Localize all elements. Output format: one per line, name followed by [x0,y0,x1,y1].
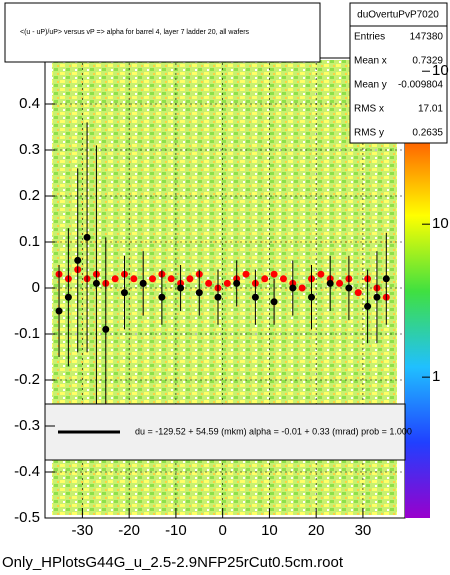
y-tick-label: -0.1 [14,325,40,342]
data-point [149,275,157,283]
data-point [167,275,175,283]
data-point [279,275,287,283]
stats-label: RMS y [354,128,384,139]
fit-label: du = -129.52 + 54.59 (mkm) alpha = -0.01… [135,426,412,436]
data-point [223,279,231,287]
data-point [364,302,372,310]
data-point [270,270,278,278]
data-point [373,293,381,301]
stats-label: Mean y [354,80,387,91]
data-point [74,256,82,264]
y-tick-label: -0.2 [14,371,40,388]
data-point [64,293,72,301]
data-point [111,275,119,283]
data-point [298,284,306,292]
data-point [214,293,222,301]
z-tick-label: 10 [432,62,449,79]
data-point [354,289,362,297]
z-tick-label: 1 [432,368,440,385]
stats-value: 147380 [410,32,444,43]
stats-label: Entries [354,32,385,43]
data-point [261,275,269,283]
chart-title: <(u - uP)/uP> versus vP => alpha for bar… [20,29,250,36]
data-point [307,293,315,301]
y-tick-label: -0.3 [14,417,40,434]
color-palette [405,140,430,518]
data-point [130,275,138,283]
stats-value: 0.7329 [412,56,443,67]
data-point [102,325,110,333]
data-point [242,270,250,278]
z-tick-label: 10 [432,215,449,232]
data-point [317,270,325,278]
y-tick-label: 0.4 [19,95,40,112]
data-point [205,279,213,287]
data-point [83,233,91,241]
data-point [326,279,334,287]
x-tick-label: -30 [72,522,94,539]
x-tick-label: 30 [355,522,372,539]
x-tick-label: 20 [308,522,325,539]
data-point [186,275,194,283]
stats-value: 17.01 [418,104,443,115]
x-tick-label: -20 [118,522,140,539]
data-point [55,307,63,315]
y-tick-label: -0.5 [14,509,40,526]
stats-title: duOvertuPvP7020 [357,10,439,21]
data-point [382,275,390,283]
y-tick-label: 0.1 [19,233,40,250]
data-point [336,279,344,287]
data-point [120,289,128,297]
x-tick-label: -10 [165,522,187,539]
stats-label: Mean x [354,56,387,67]
stats-label: RMS x [354,104,384,115]
x-tick-label: 0 [218,522,226,539]
stats-value: -0.009804 [398,80,443,91]
title-box [4,2,321,63]
y-tick-label: 0.2 [19,187,40,204]
data-point [251,293,259,301]
data-point [289,284,297,292]
x-tick-label: 10 [261,522,278,539]
y-tick-label: 0 [32,279,40,296]
data-point [158,293,166,301]
data-point [195,289,203,297]
data-point [92,279,100,287]
data-point [177,284,185,292]
stats-value: 0.2635 [412,128,443,139]
data-point [345,284,353,292]
y-tick-label: -0.4 [14,463,40,480]
data-point [270,298,278,306]
y-tick-label: 0.3 [19,141,40,158]
data-point [139,279,147,287]
footer: Only_HPlotsG44G_u_2.5-2.9NFP25rCut0.5cm.… [2,554,344,571]
data-point [233,279,241,287]
